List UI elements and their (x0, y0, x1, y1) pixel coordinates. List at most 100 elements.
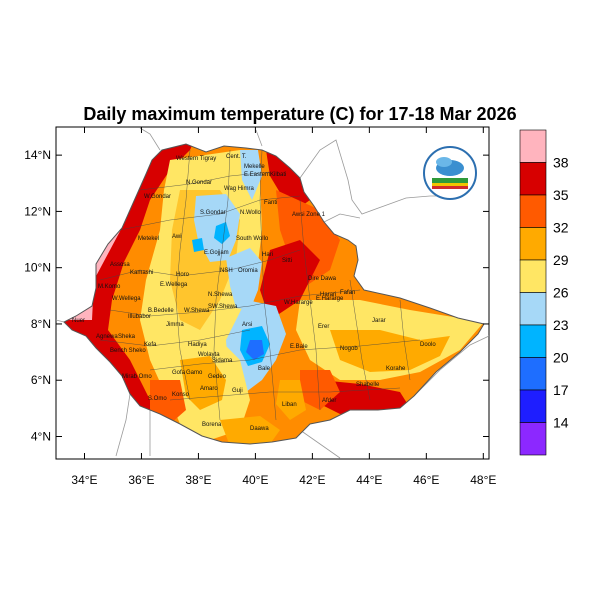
colorbar-label: 17 (553, 382, 569, 398)
region-label: Dire Dawa (308, 276, 337, 282)
colorbar-swatch (519, 292, 547, 326)
colorbar-label: 38 (553, 155, 569, 171)
colorbar-label: 14 (553, 415, 569, 431)
region-label: W.Shewa (184, 308, 210, 314)
region-label: E.Hararge (316, 296, 344, 302)
region-label: Sitti (282, 258, 292, 264)
longitude-axis: 34°E 36°E 38°E 40°E 42°E 44°E 46°E 48°E (71, 127, 496, 487)
map-title: Daily maximum temperature (C) for 17-18 … (83, 104, 517, 124)
region-label: Nuer (72, 318, 85, 324)
lon-label: 42°E (299, 473, 325, 487)
neighbor-borders (55, 127, 490, 459)
colorbar-swatch (519, 162, 547, 196)
region-label: N.Shewa (208, 292, 233, 298)
region-label: N.Gondar (186, 180, 212, 186)
region-label: Jarar (372, 318, 386, 324)
region-label: Nogob (340, 346, 358, 352)
region-label: Borena (202, 422, 222, 428)
region-label: Illubabor (128, 314, 151, 320)
region-label: N.Wollo (240, 210, 262, 216)
region-label: Bench Sheko (110, 348, 146, 354)
region-label: Amaro (200, 386, 218, 392)
region-label: Mirab Omo (122, 374, 152, 380)
region-label: Oromia (238, 268, 258, 274)
colorbar-label: 32 (553, 220, 569, 236)
region-label: Afder (322, 398, 336, 404)
region-label: Hadiya (188, 342, 207, 348)
lat-label: 4°N (31, 429, 51, 443)
region-label: Awsi Zone 1 (292, 212, 326, 218)
region-label: Konso (172, 392, 190, 398)
lat-label: 6°N (31, 373, 51, 387)
region-label: Gamo (186, 370, 203, 376)
region-label: Kefa (144, 342, 157, 348)
colorbar-label: 20 (553, 350, 569, 366)
region-label: Fafan (340, 290, 355, 296)
region-label: Mekelle (244, 164, 265, 170)
lat-label: 14°N (24, 148, 51, 162)
lon-label: 44°E (356, 473, 382, 487)
agency-logo (423, 146, 477, 200)
region-label: Erer (318, 324, 329, 330)
region-label: Kilbati (270, 172, 286, 178)
colorbar-label: 26 (553, 285, 569, 301)
region-label: Sidama (212, 358, 233, 364)
colorbar-label: 29 (553, 252, 569, 268)
region-label: Fanti (264, 200, 277, 206)
region-label: E.Bale (290, 344, 308, 350)
region-label: NSH (220, 268, 233, 274)
colorbar-swatch (519, 227, 547, 261)
lat-label: 10°N (24, 261, 51, 275)
region-label: Wolayta (198, 352, 220, 358)
region-label: W.Hararge (284, 300, 313, 306)
lat-label: 8°N (31, 317, 51, 331)
colorbar-swatch (519, 194, 547, 228)
region-label: South Wollo (236, 236, 269, 242)
lon-label: 36°E (128, 473, 154, 487)
colorbar-swatch (519, 324, 547, 358)
region-label: Western Tigray (176, 156, 216, 162)
region-label: Liban (282, 402, 297, 408)
colorbar-swatch (519, 357, 547, 391)
colorbar-swatch (519, 389, 547, 423)
region-label: Shabelle (356, 382, 380, 388)
region-label: Sheka (118, 334, 136, 340)
region-label: Jimma (166, 322, 184, 328)
region-label: SW.Shewa (208, 304, 238, 310)
region-label: Assosa (110, 262, 130, 268)
region-label: Awi (172, 234, 182, 240)
region-label: B.Bedelle (148, 308, 174, 314)
region-label: Guji (232, 388, 243, 394)
region-label: Agnewa (96, 334, 118, 340)
region-label: S.Gondar (200, 210, 226, 216)
region-label: Arsi (242, 322, 252, 328)
lon-label: 34°E (71, 473, 97, 487)
region-label: Daawa (250, 426, 269, 432)
region-label: S.Omo (148, 396, 167, 402)
colorbar-label: 23 (553, 317, 569, 333)
region-label: W.Wellega (112, 296, 141, 302)
region-label: Cent. T. (226, 154, 247, 160)
lon-label: 46°E (413, 473, 439, 487)
latitude-axis: 14°N 12°N 10°N 8°N 6°N 4°N (24, 148, 489, 443)
region-label: Gofa (172, 370, 186, 376)
zone-boundaries (99, 149, 421, 421)
colorbar-swatch (519, 259, 547, 293)
region-label: Doolo (420, 342, 436, 348)
region-label: Kamashi (130, 270, 153, 276)
region-label: Bale (258, 366, 271, 372)
ethiopia-outline (63, 143, 485, 445)
lon-label: 38°E (185, 473, 211, 487)
region-label: Korahe (386, 366, 406, 372)
region-label: Harari (320, 292, 336, 298)
region-label: Wag Himra (224, 186, 254, 192)
region-label: Metekel (138, 236, 159, 242)
region-label: Horo (176, 272, 190, 278)
region-label: M.Komo (98, 284, 121, 290)
region-labels: Western Tigray Cent. T. Mekelle E.Eastern Ki… (72, 154, 436, 432)
region-label: W.Gondar (144, 194, 171, 200)
colorbar-swatch (519, 422, 547, 456)
lon-label: 40°E (242, 473, 268, 487)
colorbar-label: 35 (553, 187, 569, 203)
